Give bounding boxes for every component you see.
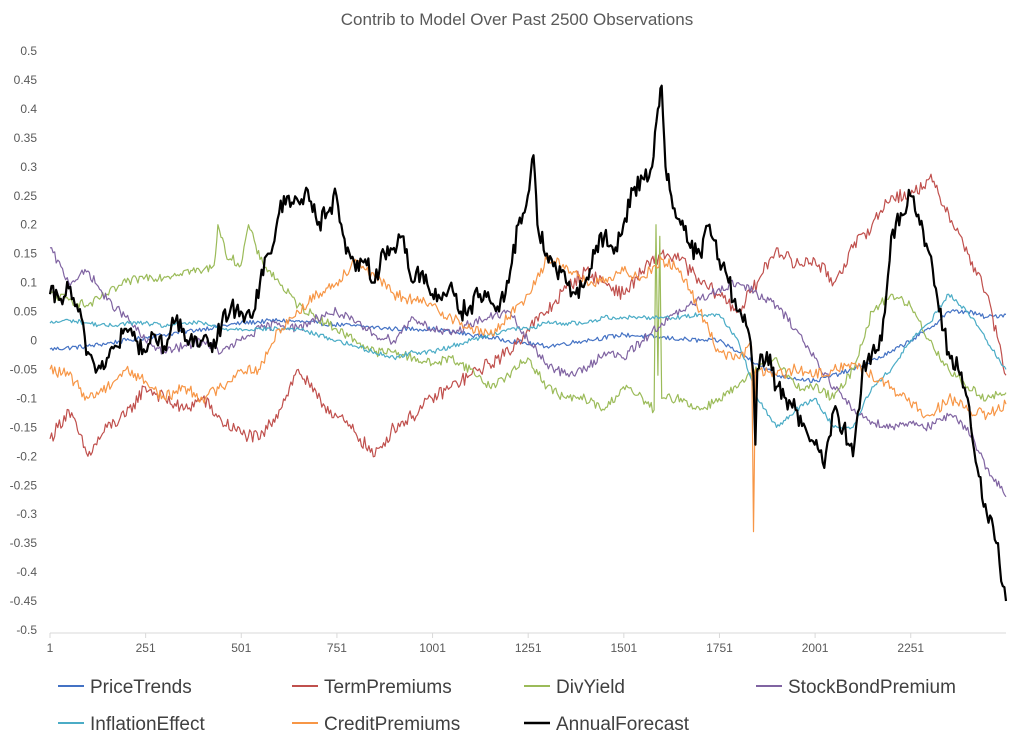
legend-label: PriceTrends	[90, 677, 192, 698]
y-tick-label: -0.3	[16, 507, 37, 521]
series-line-termpremiums	[49, 173, 1007, 458]
x-tick-label: 251	[136, 641, 156, 655]
legend: PriceTrends TermPremiums DivYield StockBond…	[58, 677, 956, 735]
series-lines	[48, 84, 1008, 602]
y-tick-label: 0.45	[14, 73, 38, 87]
legend-label: CreditPremiums	[324, 714, 460, 735]
x-tick-label: 1001	[419, 641, 446, 655]
y-tick-label: -0.05	[10, 362, 38, 376]
y-tick-label: 0.2	[20, 218, 37, 232]
y-tick-label: -0.2	[16, 449, 37, 463]
y-axis-ticks: 0.5 0.45 0.4 0.35 0.3 0.25 0.2 0.15 0.1 0.05 0 -0.0…	[10, 44, 38, 637]
y-tick-label: 0.25	[14, 189, 38, 203]
y-tick-label: 0	[30, 334, 37, 348]
y-tick-label: 0.15	[14, 247, 38, 261]
x-axis-ticks: 1 251 501 751 1001 1251 1501 1751 2001 2251	[47, 633, 924, 655]
x-tick-label: 1251	[515, 641, 542, 655]
series-line-creditpremiums	[49, 255, 1007, 533]
series-line-pricetrends	[49, 309, 1007, 384]
x-tick-label: 2001	[802, 641, 829, 655]
y-tick-label: 0.35	[14, 131, 38, 145]
y-tick-label: 0.1	[20, 276, 37, 290]
legend-label: InflationEffect	[90, 714, 206, 735]
x-tick-label: 1501	[610, 641, 637, 655]
series-line-inflationeffect	[49, 293, 1007, 431]
y-tick-label: -0.1	[16, 391, 37, 405]
x-tick-label: 2251	[897, 641, 924, 655]
x-tick-label: 1	[47, 641, 54, 655]
y-tick-label: -0.15	[10, 420, 38, 434]
chart-title: Contrib to Model Over Past 2500 Observat…	[341, 10, 693, 29]
y-tick-label: -0.35	[10, 536, 38, 550]
x-tick-label: 751	[327, 641, 347, 655]
x-tick-label: 501	[231, 641, 251, 655]
legend-label: AnnualForecast	[556, 714, 690, 735]
series-line-divyield	[49, 224, 1007, 414]
legend-label: TermPremiums	[324, 677, 452, 698]
y-tick-label: 0.05	[14, 305, 38, 319]
x-tick-label: 1751	[706, 641, 733, 655]
legend-label: DivYield	[556, 677, 625, 698]
y-tick-label: -0.5	[16, 623, 37, 637]
y-tick-label: 0.4	[20, 102, 37, 116]
series-line-annualforecast	[48, 84, 1008, 602]
y-tick-label: -0.25	[10, 478, 38, 492]
legend-label: StockBondPremium	[788, 677, 956, 698]
series-line-stockbondpremium	[49, 247, 1007, 498]
y-tick-label: -0.45	[10, 594, 38, 608]
y-tick-label: 0.3	[20, 160, 37, 174]
y-tick-label: -0.4	[16, 565, 37, 579]
y-tick-label: 0.5	[20, 44, 37, 58]
